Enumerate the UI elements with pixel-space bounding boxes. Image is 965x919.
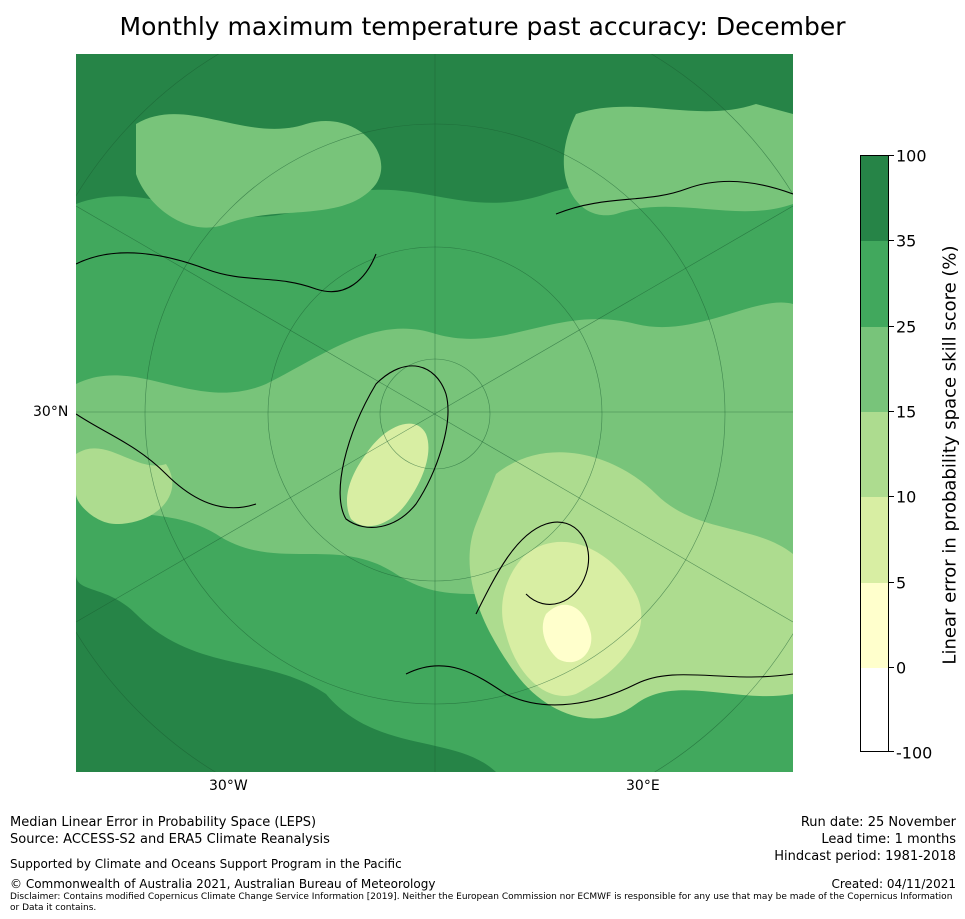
skill-region-upper-2 bbox=[136, 114, 382, 228]
footer-copyright: © Commonwealth of Australia 2021, Austra… bbox=[10, 877, 436, 891]
footer-run-date: Run date: 25 November bbox=[800, 815, 956, 830]
colorbar-tick bbox=[889, 240, 894, 241]
footer-created: Created: 04/11/2021 bbox=[831, 877, 956, 891]
colorbar-tick bbox=[889, 496, 894, 497]
colorbar-tick bbox=[889, 667, 894, 668]
chart-title: Monthly maximum temperature past accurac… bbox=[119, 12, 846, 41]
colorbar-segment-25-35 bbox=[861, 241, 888, 327]
coastline-scandinavia bbox=[475, 521, 590, 615]
skill-region-lowest bbox=[542, 604, 592, 663]
skill-region-upper-3 bbox=[563, 104, 793, 216]
coastline-canada bbox=[76, 252, 377, 293]
colorbar-segment-0-5 bbox=[861, 583, 888, 668]
colorbar-tick-label: 15 bbox=[896, 402, 917, 422]
colorbar-segment-15-25 bbox=[861, 327, 888, 412]
lat-label-30n: 30°N bbox=[33, 404, 69, 420]
colorbar-tick bbox=[889, 155, 894, 156]
map-canvas bbox=[76, 54, 793, 772]
greenland-interior bbox=[346, 423, 429, 527]
colorbar-tick-label: 35 bbox=[896, 231, 917, 251]
colorbar-tick-label: 25 bbox=[896, 317, 917, 337]
colorbar-tick bbox=[889, 751, 894, 752]
lon-label-30e: 30°E bbox=[626, 778, 660, 794]
coastline-alaska bbox=[76, 413, 257, 509]
colorbar-tick bbox=[889, 411, 894, 412]
colorbar-segment-5-10 bbox=[861, 497, 888, 583]
colorbar-tick bbox=[889, 326, 894, 327]
footer-hindcast: Hindcast period: 1981-2018 bbox=[774, 849, 956, 864]
colorbar-title: Linear error in probability space skill … bbox=[939, 245, 961, 665]
colorbar-tick-label: 0 bbox=[896, 658, 907, 678]
coastline-siberia bbox=[555, 180, 793, 215]
colorbar-tick-label: 10 bbox=[896, 487, 917, 507]
colorbar bbox=[860, 155, 889, 752]
footer-lead-time: Lead time: 1 months bbox=[821, 832, 956, 847]
coastline-greenland bbox=[339, 365, 449, 528]
coastline-europe bbox=[405, 665, 793, 706]
colorbar-segment-10-15 bbox=[861, 412, 888, 497]
footer-leps: Median Linear Error in Probability Space… bbox=[10, 815, 317, 830]
colorbar-tick-label: 100 bbox=[896, 146, 927, 166]
colorbar-segment-neg100-0 bbox=[861, 668, 888, 751]
colorbar-tick bbox=[889, 582, 894, 583]
coastlines bbox=[76, 180, 793, 706]
meridian-30e bbox=[76, 205, 793, 623]
colorbar-tick-label: 5 bbox=[896, 573, 907, 593]
colorbar-tick-label: -100 bbox=[896, 743, 933, 763]
polar-map bbox=[76, 54, 793, 772]
footer-disclaimer: Disclaimer: Contains modified Copernicus… bbox=[10, 892, 953, 913]
footer-support: Supported by Climate and Oceans Support … bbox=[10, 857, 402, 871]
lon-label-30w: 30°W bbox=[209, 778, 248, 794]
footer-source: Source: ACCESS-S2 and ERA5 Climate Reana… bbox=[10, 832, 330, 847]
skill-region-low-2 bbox=[76, 448, 173, 524]
colorbar-segment-35-100 bbox=[861, 156, 888, 241]
